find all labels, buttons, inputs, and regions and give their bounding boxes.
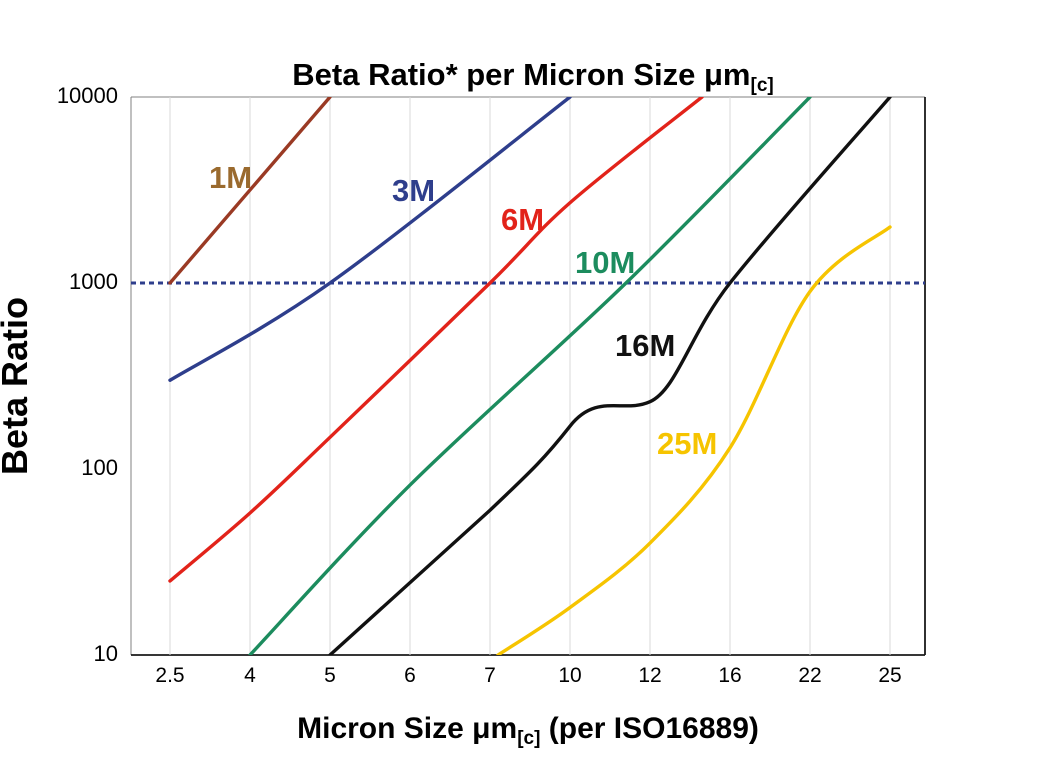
svg-text:1M: 1M: [209, 160, 252, 195]
svg-text:12: 12: [638, 664, 661, 687]
svg-text:Beta Ratio: Beta Ratio: [0, 297, 35, 475]
svg-text:6: 6: [404, 664, 416, 687]
svg-text:16: 16: [718, 664, 741, 687]
svg-text:10: 10: [558, 664, 581, 687]
svg-text:25M: 25M: [657, 426, 717, 461]
svg-text:5: 5: [324, 664, 336, 687]
svg-text:10000: 10000: [57, 83, 118, 108]
svg-text:4: 4: [244, 664, 256, 687]
svg-text:1000: 1000: [69, 269, 118, 294]
svg-text:10: 10: [94, 641, 118, 666]
svg-text:3M: 3M: [392, 173, 435, 208]
svg-text:2.5: 2.5: [155, 664, 184, 687]
svg-text:6M: 6M: [501, 202, 544, 237]
svg-text:22: 22: [798, 664, 821, 687]
svg-text:25: 25: [878, 664, 901, 687]
svg-text:Beta Ratio* per Micron Size μm: Beta Ratio* per Micron Size μm[c]: [292, 57, 773, 96]
svg-text:7: 7: [484, 664, 496, 687]
svg-text:16M: 16M: [615, 328, 675, 363]
svg-text:100: 100: [81, 455, 118, 480]
svg-text:10M: 10M: [575, 245, 635, 280]
